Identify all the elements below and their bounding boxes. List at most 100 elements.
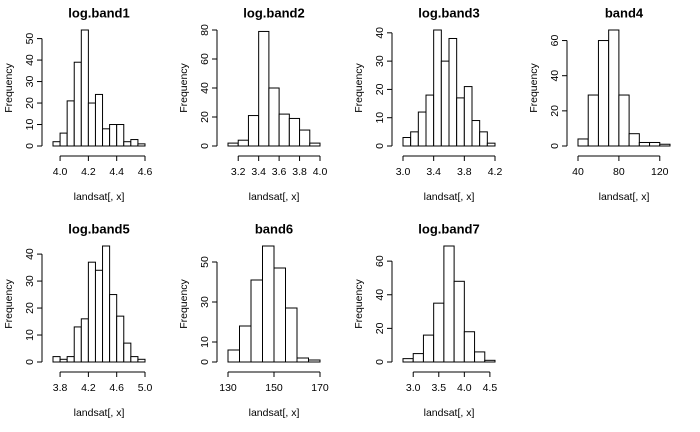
y-tick-label: 30 bbox=[24, 275, 36, 287]
y-tick-label: 20 bbox=[199, 111, 211, 123]
y-tick-label: 30 bbox=[199, 296, 211, 308]
y-tick-label: 0 bbox=[374, 143, 386, 149]
bar bbox=[474, 351, 486, 363]
bar bbox=[309, 142, 321, 147]
bar bbox=[577, 138, 589, 147]
bar bbox=[116, 315, 125, 363]
x-axis-label: landsat[, x] bbox=[424, 191, 475, 203]
bar bbox=[433, 302, 445, 363]
x-tick-label: 4.2 bbox=[81, 166, 96, 178]
bar bbox=[109, 124, 118, 147]
x-tick-label: 40 bbox=[572, 166, 584, 178]
bar bbox=[59, 358, 68, 363]
bar bbox=[443, 245, 455, 363]
bar bbox=[618, 94, 630, 147]
x-tick-label: 120 bbox=[651, 166, 669, 178]
bar bbox=[417, 111, 427, 147]
y-tick-label: 10 bbox=[24, 119, 36, 131]
y-tick-label: 0 bbox=[374, 359, 386, 365]
bar bbox=[102, 128, 111, 147]
bar bbox=[237, 139, 249, 147]
y-tick-label: 20 bbox=[24, 302, 36, 314]
x-tick-label: 3.8 bbox=[457, 166, 472, 178]
x-tick-label: 3.0 bbox=[396, 166, 411, 178]
x-tick-label: 4.0 bbox=[313, 166, 328, 178]
bar bbox=[227, 349, 240, 363]
bar bbox=[227, 142, 239, 147]
y-tick-label: 10 bbox=[199, 336, 211, 348]
x-tick-label: 3.6 bbox=[272, 166, 287, 178]
y-axis-label: Frequency bbox=[3, 62, 15, 112]
x-tick-label: 3.8 bbox=[53, 382, 68, 394]
bar bbox=[425, 94, 435, 147]
bar bbox=[66, 100, 75, 147]
panel-title: log.band2 bbox=[243, 5, 304, 20]
bar bbox=[130, 356, 139, 363]
y-tick-label: 40 bbox=[374, 27, 386, 39]
bar bbox=[410, 131, 419, 147]
x-tick-label: 3.8 bbox=[292, 166, 307, 178]
y-tick-label: 0 bbox=[199, 359, 211, 365]
y-tick-label: 30 bbox=[24, 76, 36, 88]
y-tick-label: 20 bbox=[24, 97, 36, 109]
x-axis-label: landsat[, x] bbox=[74, 191, 125, 203]
bar bbox=[484, 359, 496, 363]
y-tick-label: 40 bbox=[199, 82, 211, 94]
y-tick-label: 10 bbox=[374, 112, 386, 124]
y-axis-label: Frequency bbox=[178, 278, 190, 328]
y-tick-label: 10 bbox=[24, 329, 36, 341]
bar bbox=[285, 307, 298, 363]
bar bbox=[87, 102, 96, 147]
x-tick-label: 3.4 bbox=[251, 166, 266, 178]
bar bbox=[59, 132, 68, 147]
bar bbox=[412, 353, 424, 363]
y-tick-label: 0 bbox=[199, 143, 211, 149]
bar bbox=[109, 294, 118, 363]
bar bbox=[308, 359, 321, 363]
bar bbox=[80, 29, 89, 147]
x-tick-label: 4.0 bbox=[53, 166, 68, 178]
bar bbox=[137, 358, 146, 363]
bar bbox=[262, 245, 275, 363]
y-tick-label: 50 bbox=[199, 256, 211, 268]
bar bbox=[402, 137, 412, 147]
bar bbox=[250, 279, 263, 363]
bar bbox=[659, 143, 671, 147]
bar bbox=[402, 358, 414, 363]
bar bbox=[268, 87, 280, 147]
x-axis-label: landsat[, x] bbox=[74, 407, 125, 419]
bar bbox=[296, 357, 309, 363]
y-tick-label: 40 bbox=[549, 70, 561, 82]
y-tick-label: 60 bbox=[199, 53, 211, 65]
y-tick-label: 20 bbox=[549, 105, 561, 117]
x-tick-label: 4.6 bbox=[138, 166, 153, 178]
y-tick-label: 60 bbox=[374, 255, 386, 267]
panel-title: log.band3 bbox=[418, 5, 479, 20]
bar bbox=[479, 131, 488, 147]
bar bbox=[448, 37, 458, 147]
x-tick-label: 3.2 bbox=[231, 166, 246, 178]
panel-title: log.band1 bbox=[68, 5, 129, 20]
bar bbox=[52, 141, 61, 147]
x-tick-label: 80 bbox=[613, 166, 625, 178]
x-tick-label: 4.4 bbox=[109, 166, 124, 178]
bar bbox=[87, 261, 96, 363]
bar bbox=[123, 342, 132, 363]
bar bbox=[73, 326, 82, 363]
bar bbox=[130, 139, 139, 147]
bar bbox=[258, 30, 270, 147]
bar bbox=[649, 141, 661, 147]
y-tick-label: 80 bbox=[199, 24, 211, 36]
bar bbox=[299, 129, 311, 147]
y-tick-label: 40 bbox=[374, 289, 386, 301]
y-tick-label: 40 bbox=[24, 54, 36, 66]
bar bbox=[102, 245, 111, 363]
bar bbox=[471, 120, 481, 147]
bar bbox=[638, 141, 651, 147]
bar bbox=[486, 142, 496, 147]
bar bbox=[278, 113, 290, 147]
bar bbox=[608, 29, 620, 147]
y-tick-label: 0 bbox=[24, 359, 36, 365]
panel-title: log.band5 bbox=[68, 221, 129, 236]
bar bbox=[73, 61, 82, 147]
